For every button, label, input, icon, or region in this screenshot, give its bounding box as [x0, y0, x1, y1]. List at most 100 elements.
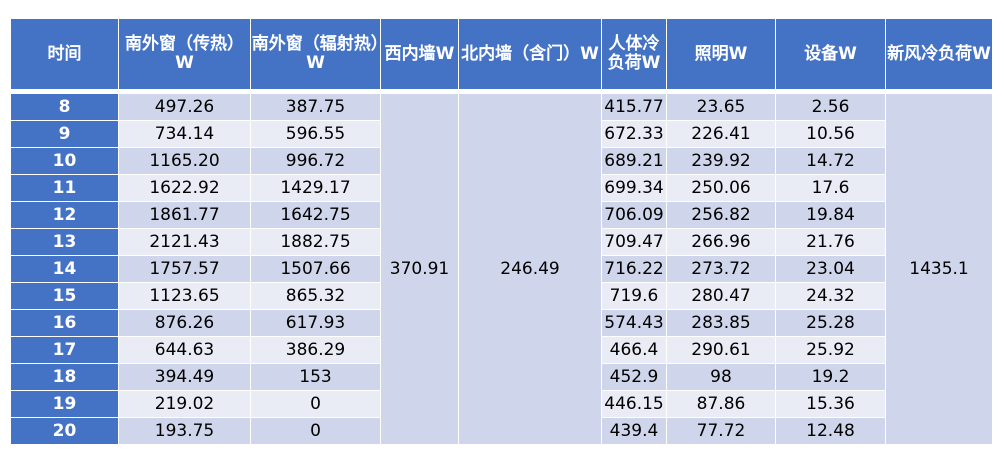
header-people-load: 人体冷负荷W: [601, 18, 667, 92]
cell-equipment: 2.56: [775, 89, 886, 121]
cell-south-window-conduction: 644.63: [118, 336, 251, 364]
cell-lighting: 250.06: [666, 174, 776, 202]
cell-south-window-conduction: 1622.92: [118, 174, 251, 202]
cell-people-load: 574.43: [601, 309, 667, 337]
cell-north-inner-wall: 246.49: [458, 89, 602, 445]
header-fresh-air-load: 新风冷负荷W: [885, 18, 993, 92]
cell-lighting: 273.72: [666, 255, 776, 283]
cell-equipment: 19.84: [775, 201, 886, 229]
cell-south-window-radiation: 596.55: [250, 120, 381, 148]
cell-equipment: 17.6: [775, 174, 886, 202]
cell-people-load: 466.4: [601, 336, 667, 364]
cell-people-load: 689.21: [601, 147, 667, 175]
cell-time: 19: [10, 390, 119, 418]
cell-lighting: 239.92: [666, 147, 776, 175]
cell-south-window-radiation: 387.75: [250, 89, 381, 121]
header-north-inner-wall: 北内墙（含门）W: [458, 18, 602, 92]
cell-lighting: 23.65: [666, 89, 776, 121]
cell-south-window-radiation: 386.29: [250, 336, 381, 364]
cell-time: 8: [10, 89, 119, 121]
cell-south-window-radiation: 1429.17: [250, 174, 381, 202]
cell-time: 14: [10, 255, 119, 283]
cell-south-window-conduction: 1757.57: [118, 255, 251, 283]
cell-south-window-radiation: 0: [250, 417, 381, 445]
cell-equipment: 14.72: [775, 147, 886, 175]
table-row: 14 1757.57 1507.66 716.22 273.72 23.04: [10, 255, 993, 283]
cell-south-window-conduction: 1861.77: [118, 201, 251, 229]
cell-equipment: 25.28: [775, 309, 886, 337]
cell-people-load: 439.4: [601, 417, 667, 445]
cell-time: 16: [10, 309, 119, 337]
cell-lighting: 280.47: [666, 282, 776, 310]
cell-time: 12: [10, 201, 119, 229]
cell-south-window-conduction: 219.02: [118, 390, 251, 418]
header-south-window-radiation: 南外窗（辐射热）W: [250, 18, 381, 92]
header-equipment: 设备W: [775, 18, 886, 92]
table-row: 18 394.49 153 452.9 98 19.2: [10, 363, 993, 391]
cell-south-window-conduction: 1165.20: [118, 147, 251, 175]
table-row: 13 2121.43 1882.75 709.47 266.96 21.76: [10, 228, 993, 256]
cell-time: 15: [10, 282, 119, 310]
table-row: 17 644.63 386.29 466.4 290.61 25.92: [10, 336, 993, 364]
cell-time: 17: [10, 336, 119, 364]
header-south-window-conduction: 南外窗（传热）W: [118, 18, 251, 92]
cell-people-load: 716.22: [601, 255, 667, 283]
table-row: 8 497.26 387.75 370.91 246.49 415.77 23.65 2.56…: [10, 89, 993, 445]
cell-south-window-radiation: 1642.75: [250, 201, 381, 229]
cell-equipment: 21.76: [775, 228, 886, 256]
cell-equipment: 23.04: [775, 255, 886, 283]
cell-south-window-conduction: 2121.43: [118, 228, 251, 256]
cell-equipment: 19.2: [775, 363, 886, 391]
cell-south-window-conduction: 193.75: [118, 417, 251, 445]
cell-people-load: 706.09: [601, 201, 667, 229]
cell-lighting: 98: [666, 363, 776, 391]
cell-south-window-radiation: 1507.66: [250, 255, 381, 283]
header-lighting: 照明W: [666, 18, 776, 92]
cell-people-load: 719.6: [601, 282, 667, 310]
cell-lighting: 283.85: [666, 309, 776, 337]
cell-time: 9: [10, 120, 119, 148]
cell-south-window-conduction: 497.26: [118, 89, 251, 121]
table-row: 20 193.75 0 439.4 77.72 12.48: [10, 417, 993, 445]
cooling-load-table: 时间 南外窗（传热）W 南外窗（辐射热）W 西内墙W 北内墙（含门）W 人体冷负…: [10, 18, 993, 445]
cell-lighting: 87.86: [666, 390, 776, 418]
cell-equipment: 10.56: [775, 120, 886, 148]
header-time: 时间: [10, 18, 119, 92]
cell-south-window-radiation: 865.32: [250, 282, 381, 310]
header-west-inner-wall: 西内墙W: [380, 18, 459, 92]
cell-lighting: 290.61: [666, 336, 776, 364]
header-row: 时间 南外窗（传热）W 南外窗（辐射热）W 西内墙W 北内墙（含门）W 人体冷负…: [10, 18, 993, 92]
table-row: 16 876.26 617.93 574.43 283.85 25.28: [10, 309, 993, 337]
table-row: 12 1861.77 1642.75 706.09 256.82 19.84: [10, 201, 993, 229]
table-row: 19 219.02 0 446.15 87.86 15.36: [10, 390, 993, 418]
cell-south-window-radiation: 617.93: [250, 309, 381, 337]
cell-equipment: 15.36: [775, 390, 886, 418]
cell-equipment: 12.48: [775, 417, 886, 445]
cell-lighting: 77.72: [666, 417, 776, 445]
cell-time: 18: [10, 363, 119, 391]
cell-south-window-conduction: 876.26: [118, 309, 251, 337]
cell-equipment: 24.32: [775, 282, 886, 310]
cell-time: 13: [10, 228, 119, 256]
cell-time: 11: [10, 174, 119, 202]
cell-south-window-radiation: 153: [250, 363, 381, 391]
cell-lighting: 226.41: [666, 120, 776, 148]
cell-lighting: 266.96: [666, 228, 776, 256]
cell-equipment: 25.92: [775, 336, 886, 364]
cell-south-window-conduction: 394.49: [118, 363, 251, 391]
cell-south-window-radiation: 996.72: [250, 147, 381, 175]
cell-time: 10: [10, 147, 119, 175]
cell-south-window-conduction: 1123.65: [118, 282, 251, 310]
cell-people-load: 452.9: [601, 363, 667, 391]
cell-south-window-radiation: 0: [250, 390, 381, 418]
cell-fresh-air-load: 1435.1: [885, 89, 993, 445]
cell-people-load: 709.47: [601, 228, 667, 256]
table-row: 9 734.14 596.55 672.33 226.41 10.56: [10, 120, 993, 148]
cell-south-window-radiation: 1882.75: [250, 228, 381, 256]
cell-west-inner-wall: 370.91: [380, 89, 459, 445]
cell-people-load: 415.77: [601, 89, 667, 121]
cell-time: 20: [10, 417, 119, 445]
cell-lighting: 256.82: [666, 201, 776, 229]
cell-south-window-conduction: 734.14: [118, 120, 251, 148]
cell-people-load: 672.33: [601, 120, 667, 148]
